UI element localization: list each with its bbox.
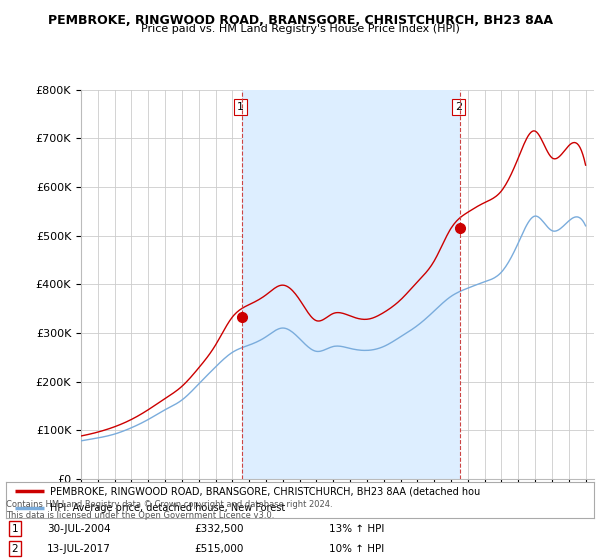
Text: Contains HM Land Registry data © Crown copyright and database right 2024.
This d: Contains HM Land Registry data © Crown c… bbox=[6, 500, 332, 520]
Text: HPI: Average price, detached house, New Forest: HPI: Average price, detached house, New … bbox=[50, 503, 286, 513]
Text: 13-JUL-2017: 13-JUL-2017 bbox=[47, 544, 111, 554]
Text: PEMBROKE, RINGWOOD ROAD, BRANSGORE, CHRISTCHURCH, BH23 8AA (detached hou: PEMBROKE, RINGWOOD ROAD, BRANSGORE, CHRI… bbox=[50, 487, 481, 496]
Bar bbox=[242, 90, 460, 479]
Text: 1: 1 bbox=[237, 102, 244, 112]
Text: 1: 1 bbox=[11, 524, 18, 534]
Text: PEMBROKE, RINGWOOD ROAD, BRANSGORE, CHRISTCHURCH, BH23 8AA: PEMBROKE, RINGWOOD ROAD, BRANSGORE, CHRI… bbox=[47, 14, 553, 27]
Text: 13% ↑ HPI: 13% ↑ HPI bbox=[329, 524, 385, 534]
Text: 2: 2 bbox=[11, 544, 18, 554]
Text: £515,000: £515,000 bbox=[194, 544, 244, 554]
Text: 2: 2 bbox=[455, 102, 462, 112]
Text: £332,500: £332,500 bbox=[194, 524, 244, 534]
Text: 10% ↑ HPI: 10% ↑ HPI bbox=[329, 544, 385, 554]
Text: 30-JUL-2004: 30-JUL-2004 bbox=[47, 524, 111, 534]
Text: Price paid vs. HM Land Registry's House Price Index (HPI): Price paid vs. HM Land Registry's House … bbox=[140, 24, 460, 34]
